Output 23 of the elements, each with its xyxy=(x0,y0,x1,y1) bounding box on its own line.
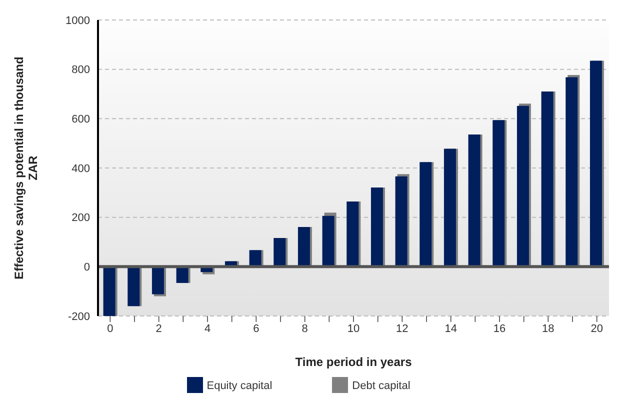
y-tick-label: 600 xyxy=(72,114,90,126)
x-tick-label: 2 xyxy=(156,322,162,335)
y-tick-label: 1000 xyxy=(66,14,90,27)
x-tick-label: 10 xyxy=(347,322,360,335)
y-axis-title: Effective savings potential in thousand ZAR xyxy=(12,56,40,282)
y-tick-label: 0 xyxy=(84,262,90,274)
x-axis-title: Time period in years xyxy=(295,355,412,369)
y-tick-label: -200 xyxy=(68,310,90,323)
y-tick-label: 400 xyxy=(72,162,90,175)
y-tick-label: 800 xyxy=(72,64,90,76)
x-tick-label: 4 xyxy=(204,322,211,335)
x-tick-label: 16 xyxy=(493,322,506,335)
legend-label: Debt capital xyxy=(352,380,410,392)
x-tick-label: 8 xyxy=(302,322,308,335)
x-tick-label: 20 xyxy=(590,322,603,335)
x-tick-label: 14 xyxy=(444,322,457,335)
y-tick-label: 200 xyxy=(72,212,90,224)
x-tick-label: 18 xyxy=(542,322,554,335)
bar xyxy=(322,216,334,267)
x-tick-label: 6 xyxy=(253,322,260,335)
x-tick-label: 0 xyxy=(107,322,114,335)
legend-label: Equity capital xyxy=(206,380,272,392)
x-tick-label: 12 xyxy=(396,322,408,335)
